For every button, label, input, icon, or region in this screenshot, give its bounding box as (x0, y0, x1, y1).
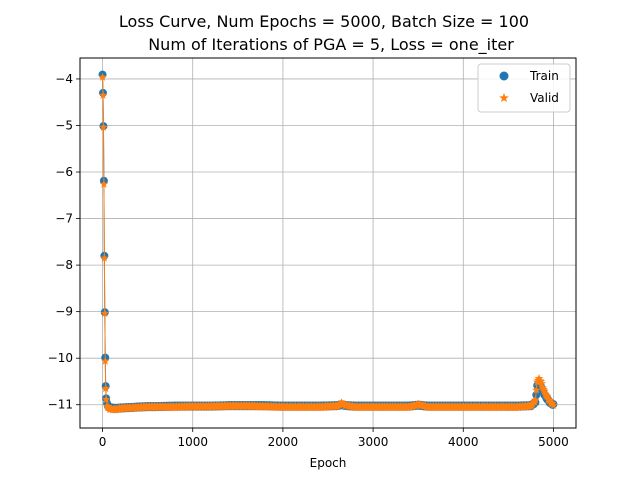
valid-point (99, 122, 108, 131)
x-tick-label: 4000 (448, 435, 479, 449)
valid-point (101, 394, 111, 404)
valid-point (99, 179, 109, 188)
x-tick-label: 1000 (177, 435, 208, 449)
valid-point (549, 400, 558, 409)
x-tick-label: 5000 (538, 435, 569, 449)
valid-point (104, 403, 114, 412)
legend: Train Valid (477, 63, 571, 113)
valid-point (531, 395, 540, 404)
valid-point (537, 379, 547, 388)
valid-point (100, 356, 110, 365)
x-tick-label: 2000 (268, 435, 299, 449)
axis-ticks: 0 1000 2000 3000 4000 5000 −4 −5 −6 −7 −8 −9 −10 −11 (48, 72, 569, 449)
chart-title-line-2: Num of Iterations of PGA = 5, Loss = one… (148, 35, 514, 55)
y-tick-label: −8 (55, 258, 73, 272)
valid-point (98, 72, 107, 81)
series-line-valid (102, 76, 554, 410)
series-valid (98, 72, 558, 414)
valid-point (534, 374, 544, 383)
x-tick-label: 0 (99, 435, 107, 449)
valid-point (545, 396, 555, 405)
valid-point (540, 386, 549, 395)
valid-point (101, 383, 110, 393)
grid (80, 58, 576, 428)
valid-point (100, 253, 109, 262)
legend-train-marker (499, 71, 509, 81)
y-tick-label: −6 (55, 165, 73, 179)
x-tick-label: 3000 (358, 435, 389, 449)
series-train (98, 70, 558, 413)
y-tick-label: −7 (55, 212, 73, 226)
chart-title-line-1: Loss Curve, Num Epochs = 5000, Batch Siz… (119, 12, 529, 31)
plot-frame (79, 57, 577, 429)
y-tick-label: −9 (55, 305, 73, 319)
legend-train-label: Train (529, 69, 559, 83)
valid-point (98, 90, 108, 99)
x-axis-label: Epoch (310, 456, 347, 470)
y-tick-label: −4 (55, 72, 73, 86)
y-tick-label: −11 (48, 398, 73, 412)
legend-valid-marker (499, 93, 509, 103)
valid-point (532, 385, 541, 394)
plot-series (98, 70, 558, 414)
valid-point (542, 391, 552, 401)
valid-point (538, 383, 547, 392)
valid-point (536, 376, 546, 386)
legend-valid-label: Valid (530, 91, 559, 105)
valid-point (548, 398, 557, 408)
y-tick-label: −5 (55, 118, 73, 132)
valid-point (539, 384, 548, 394)
valid-point (100, 308, 110, 318)
y-tick-label: −10 (48, 351, 73, 365)
